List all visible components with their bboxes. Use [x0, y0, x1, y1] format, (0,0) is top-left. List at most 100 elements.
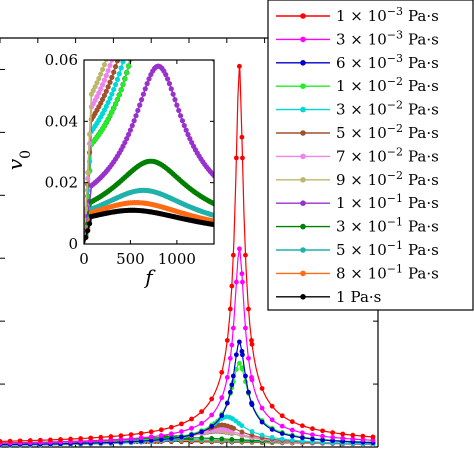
inset-series [84, 0, 216, 244]
main-point [239, 134, 245, 140]
main-point [168, 436, 174, 441]
main-point [219, 369, 225, 375]
legend-entry: 3 × 10−2 Pa·s [276, 98, 439, 119]
inset-point [107, 62, 113, 69]
inset-point [120, 38, 125, 43]
main-series-3 [0, 339, 376, 447]
inset-point [185, 131, 191, 138]
legend-label: 1 × 10−3 Pa·s [336, 5, 439, 26]
inset-point [206, 32, 211, 37]
inset-point [109, 60, 115, 63]
main-point [243, 373, 248, 379]
inset-point [130, 20, 135, 25]
main-point [243, 252, 248, 258]
inset-point [111, 69, 117, 75]
main-point [199, 420, 205, 426]
inset-point [172, 97, 178, 103]
inset-point [114, 60, 121, 64]
inset-point [210, 49, 215, 54]
inset-point [204, 22, 209, 27]
inset-point [119, 45, 124, 50]
main-point [239, 429, 245, 435]
legend-swatch-marker [300, 223, 306, 230]
inset-point [211, 212, 214, 218]
inset-point [132, 41, 137, 46]
legend-label: 8 × 10−1 Pa·s [336, 262, 439, 283]
inset-point [113, 26, 118, 31]
inset-point [168, 86, 174, 92]
legend-entry: 3 × 10−3 Pa·s [276, 28, 439, 48]
legend-entry: 5 × 10−2 Pa·s [276, 122, 439, 142]
main-point [269, 417, 275, 423]
inset-xtick-label: 1000 [158, 250, 196, 268]
main-point [78, 436, 84, 441]
inset-series-13 [84, 207, 214, 244]
inset-point [135, 22, 140, 27]
inset-point [99, 82, 106, 88]
main-point [237, 339, 242, 345]
inset-point [118, 65, 124, 71]
inset-point [211, 52, 216, 57]
main-point [108, 434, 114, 439]
inset-point [120, 17, 125, 22]
inset-point [120, 81, 126, 88]
main-point [300, 430, 305, 436]
inset-series-5 [84, 20, 216, 244]
inset-point [98, 71, 104, 77]
inset-point [106, 51, 111, 56]
inset-point [129, 122, 135, 129]
inset-point [135, 22, 140, 27]
inset-point [166, 81, 173, 87]
inset-frame [83, 59, 215, 245]
inset-point [137, 12, 142, 17]
main-point [148, 438, 154, 443]
inset-point [176, 107, 182, 114]
legend-entry: 1 Pa·s [276, 288, 381, 306]
main-point [289, 419, 295, 425]
main-point [246, 389, 251, 395]
legend-label: 5 × 10−1 Pa·s [336, 239, 439, 260]
inset-point [210, 49, 215, 54]
inset-point [211, 45, 216, 50]
legend-swatch-marker [300, 13, 306, 19]
legend-entries: 1 × 10−3 Pa·s3 × 10−3 Pa·s6 × 10−3 Pa·s 1 × … [276, 5, 439, 306]
inset-point [117, 32, 122, 37]
inset-point [124, 0, 129, 4]
main-point [58, 437, 63, 442]
inset-point [99, 96, 106, 103]
inset-point [139, 1, 144, 6]
legend-swatch-marker [300, 270, 306, 277]
inset-point [118, 87, 124, 93]
main-point [17, 438, 23, 444]
inset-point [101, 77, 108, 83]
main-point [227, 389, 233, 395]
inset-point [130, 49, 135, 54]
inset-point [210, 49, 215, 54]
main-point [240, 155, 245, 161]
inset-point [114, 76, 121, 82]
inset-point [107, 79, 113, 85]
inset-point [170, 91, 176, 97]
main-point [128, 436, 134, 442]
inset-point [133, 32, 138, 37]
inset-point [84, 206, 89, 212]
inset-series-8 [84, 19, 120, 244]
inset-point [137, 102, 143, 108]
main-point [300, 423, 305, 429]
main-point [259, 405, 265, 411]
inset-point [130, 49, 135, 54]
main-point [320, 433, 325, 439]
main-point [219, 413, 225, 418]
inset-point [211, 172, 214, 179]
main-point [289, 433, 295, 439]
main-point [199, 435, 205, 441]
main-point [370, 437, 376, 443]
inset-point [177, 113, 184, 119]
inset-point [122, 76, 128, 82]
inset-point [204, 22, 209, 27]
inset-point [115, 19, 120, 24]
inset-point [202, 5, 207, 10]
main-point [269, 435, 275, 440]
main-point [237, 63, 242, 69]
